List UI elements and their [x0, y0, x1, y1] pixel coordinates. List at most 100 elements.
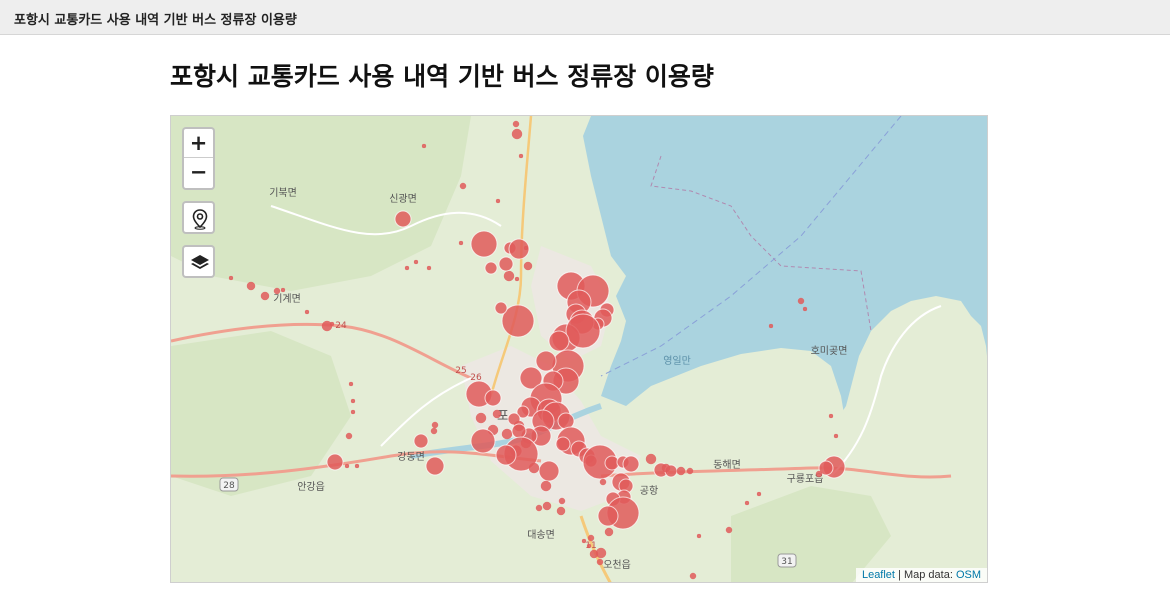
bus-stop-marker[interactable] [426, 265, 432, 271]
bus-stop-marker[interactable] [280, 287, 286, 293]
bus-stop-marker[interactable] [661, 463, 671, 473]
bus-stop-marker[interactable] [421, 143, 427, 149]
bus-stop-marker[interactable] [495, 198, 501, 204]
bus-stop-marker[interactable] [535, 504, 543, 512]
layers-button[interactable] [182, 245, 215, 278]
bus-stop-marker[interactable] [523, 261, 533, 271]
bus-stop-marker[interactable] [589, 549, 599, 559]
bus-stop-marker[interactable] [597, 505, 619, 527]
bus-stop-marker[interactable] [828, 413, 834, 419]
bus-stop-marker[interactable] [815, 470, 823, 478]
bus-stop-marker[interactable] [345, 432, 353, 440]
map-container[interactable]: 기북면 신광면 기계면 포 강동면 안강읍 대송면 오천읍 동해면 구룡포읍 호미곶면 영일만 공항 2… [170, 115, 988, 583]
bus-stop-marker[interactable] [599, 478, 607, 486]
bus-stop-marker[interactable] [508, 238, 530, 260]
bus-stop-marker[interactable] [348, 381, 354, 387]
bus-stop-marker[interactable] [725, 526, 733, 534]
bus-stop-marker[interactable] [512, 120, 520, 128]
bus-stop-marker[interactable] [538, 460, 560, 482]
bus-stop-marker[interactable] [484, 389, 502, 407]
bus-stop-marker[interactable] [565, 313, 601, 349]
bus-stop-marker[interactable] [413, 433, 429, 449]
usage-markers[interactable] [228, 120, 846, 583]
bus-stop-marker[interactable] [329, 321, 335, 327]
bus-stop-marker[interactable] [581, 538, 587, 544]
bus-stop-marker[interactable] [344, 463, 350, 469]
bus-stop-marker[interactable] [802, 306, 808, 312]
bus-stop-marker[interactable] [350, 398, 356, 404]
bus-stop-marker[interactable] [555, 436, 571, 452]
place-label: 호미곶면 [811, 345, 848, 357]
bus-stop-marker[interactable] [246, 281, 256, 291]
bus-stop-marker[interactable] [501, 304, 535, 338]
bus-stop-marker[interactable] [604, 527, 614, 537]
road-shield [219, 477, 239, 492]
bus-stop-marker[interactable] [558, 497, 566, 505]
bus-stop-marker[interactable] [744, 500, 750, 506]
bus-stop-marker[interactable] [696, 533, 702, 539]
bus-stop-marker[interactable] [260, 291, 270, 301]
zoom-control[interactable]: + − [182, 127, 215, 190]
bus-stop-marker[interactable] [833, 433, 839, 439]
bus-stop-marker[interactable] [273, 287, 281, 295]
bus-stop-marker[interactable] [676, 466, 686, 476]
bus-stop-marker[interactable] [394, 210, 412, 228]
bus-stop-marker[interactable] [501, 428, 513, 440]
bus-stop-marker[interactable] [326, 453, 344, 471]
bus-stop-marker[interactable] [686, 467, 694, 475]
bus-stop-marker[interactable] [540, 480, 552, 492]
leaflet-link[interactable]: Leaflet [861, 569, 895, 581]
bus-stop-marker[interactable] [503, 270, 515, 282]
bus-stop-marker[interactable] [622, 455, 640, 473]
bus-stop-marker[interactable] [498, 256, 514, 272]
road [171, 322, 472, 380]
bus-stop-marker[interactable] [519, 366, 543, 390]
bus-stop-marker[interactable] [548, 330, 570, 352]
bus-stop-marker[interactable] [495, 444, 517, 466]
bus-stop-marker[interactable] [458, 240, 464, 246]
bus-stop-marker[interactable] [484, 261, 498, 275]
bus-stop-marker[interactable] [645, 453, 657, 465]
bus-stop-marker[interactable] [511, 423, 527, 439]
bus-stop-marker[interactable] [350, 409, 356, 415]
locate-button[interactable] [182, 201, 215, 234]
bus-stop-marker[interactable] [430, 427, 438, 435]
bus-stop-marker[interactable] [228, 275, 234, 281]
bus-stop-marker[interactable] [756, 491, 762, 497]
bus-stop-marker[interactable] [459, 182, 467, 190]
hill-area [731, 486, 891, 582]
bus-stop-marker[interactable] [587, 534, 595, 542]
place-label: 영일만 [663, 355, 691, 367]
bus-stop-marker[interactable] [425, 456, 445, 476]
bus-stop-marker[interactable] [431, 421, 439, 429]
road-number: 25 [455, 366, 466, 376]
bus-stop-marker[interactable] [511, 128, 523, 140]
bus-stop-marker[interactable] [470, 428, 496, 454]
bus-stop-marker[interactable] [518, 153, 524, 159]
bus-stop-marker[interactable] [535, 350, 557, 372]
bus-stop-marker[interactable] [470, 230, 498, 258]
bus-stop-marker[interactable] [413, 259, 419, 265]
top-bar: 포항시 교통카드 사용 내역 기반 버스 정류장 이용량 [0, 0, 1170, 35]
bus-stop-marker[interactable] [528, 462, 540, 474]
bus-stop-marker[interactable] [514, 276, 520, 282]
bus-stop-marker[interactable] [354, 463, 360, 469]
bus-stop-marker[interactable] [797, 297, 805, 305]
bus-stop-marker[interactable] [304, 309, 310, 315]
zoom-out-button[interactable]: − [189, 160, 208, 184]
bus-stop-marker[interactable] [586, 543, 592, 549]
bus-stop-marker[interactable] [818, 460, 834, 476]
bus-stop-marker[interactable] [596, 558, 604, 566]
bus-stop-marker[interactable] [494, 301, 508, 315]
bus-stop-marker[interactable] [556, 506, 566, 516]
zoom-in-button[interactable]: + [184, 129, 213, 158]
bus-stop-marker[interactable] [516, 405, 530, 419]
bus-stop-marker[interactable] [542, 501, 552, 511]
bus-stop-marker[interactable] [404, 265, 410, 271]
bus-stop-marker[interactable] [768, 323, 774, 329]
bus-stop-marker[interactable] [689, 572, 697, 580]
bus-stop-marker[interactable] [475, 412, 487, 424]
bus-stop-marker[interactable] [492, 409, 502, 419]
osm-link[interactable]: OSM [955, 569, 981, 581]
